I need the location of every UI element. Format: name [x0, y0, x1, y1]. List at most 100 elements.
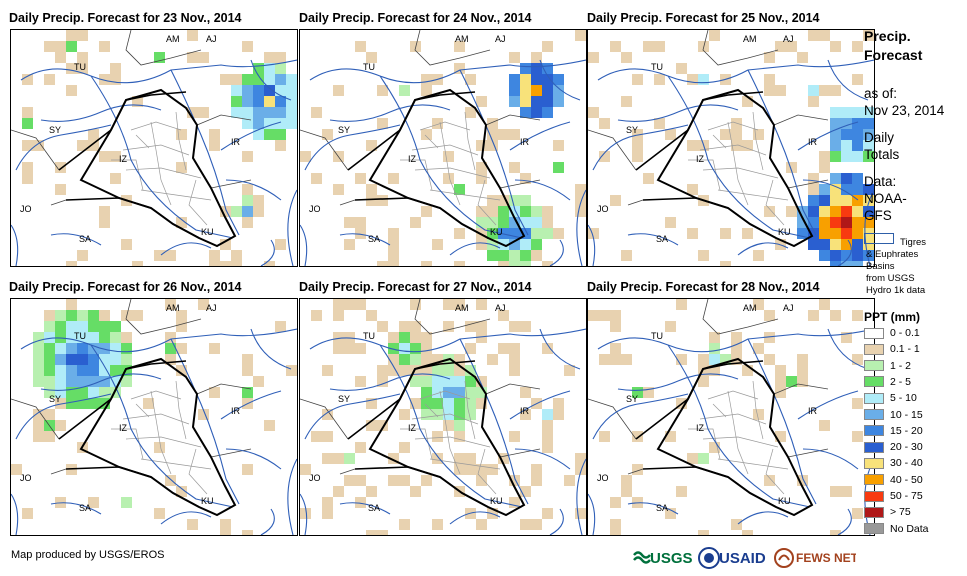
precip-cell: [687, 140, 698, 151]
precip-cell: [366, 530, 377, 535]
precip-cell: [432, 519, 443, 530]
precip-cell: [553, 85, 564, 96]
precip-cell: [476, 217, 487, 228]
precip-cell: [852, 261, 863, 266]
fews-net-logo-text: FEWS NET: [796, 551, 856, 565]
precip-cell: [764, 206, 775, 217]
precip-cell: [66, 299, 77, 310]
map-label-aj: AJ: [783, 34, 794, 44]
precip-cell: [333, 85, 344, 96]
precip-cell: [520, 74, 531, 85]
precip-cell: [476, 464, 487, 475]
river-basin-line: [379, 75, 523, 239]
precip-cell: [698, 453, 709, 464]
precip-cell: [542, 228, 553, 239]
province-border: [188, 179, 208, 226]
precip-cell: [388, 228, 399, 239]
map-label-ku: KU: [201, 227, 214, 237]
river-basin-line: [597, 328, 874, 353]
precip-cell: [632, 74, 643, 85]
river-basin-line: [617, 104, 739, 122]
river-basin-line: [802, 179, 859, 201]
usgs-logo: USGS: [633, 546, 695, 570]
precip-cell: [498, 453, 509, 464]
precip-cell: [520, 85, 531, 96]
country-border: [339, 468, 356, 475]
precip-cell: [264, 63, 275, 74]
precip-cell: [286, 118, 297, 129]
precip-cell: [819, 162, 830, 173]
precip-cell: [509, 343, 520, 354]
province-border: [707, 121, 759, 131]
precip-cell: [841, 195, 852, 206]
river-basin-line: [576, 458, 586, 535]
precip-cell: [165, 299, 176, 310]
precip-cell: [388, 261, 399, 266]
precip-cell: [286, 74, 297, 85]
precip-cell: [99, 332, 110, 343]
precip-cell: [454, 398, 465, 409]
precip-cell: [454, 453, 465, 464]
precip-cell: [720, 228, 731, 239]
precip-cell: [99, 376, 110, 387]
precip-cell: [443, 420, 454, 431]
map-label-ir: IR: [808, 406, 818, 416]
map-label-sy: SY: [626, 125, 638, 135]
legend-label: 0 - 0.1: [890, 327, 920, 339]
province-border: [707, 390, 759, 400]
precip-cell: [77, 52, 88, 63]
precip-cell: [388, 250, 399, 261]
legend-label: 50 - 75: [890, 490, 923, 502]
precip-cell: [610, 343, 621, 354]
country-border: [414, 299, 491, 335]
precip-cell: [808, 239, 819, 250]
precip-cell: [443, 365, 454, 376]
province-border: [160, 448, 172, 475]
river-basin-line: [304, 393, 401, 440]
river-basin-line: [260, 508, 275, 535]
precip-cell: [410, 365, 421, 376]
legend-label: 1 - 2: [890, 359, 912, 372]
precip-cell: [852, 354, 863, 365]
precip-cell: [333, 184, 344, 195]
precip-cell: [498, 129, 509, 140]
precip-cell: [399, 85, 410, 96]
precip-cell: [377, 420, 388, 431]
precip-cell: [808, 206, 819, 217]
precip-cell: [388, 475, 399, 486]
precip-cell: [542, 96, 553, 107]
precip-cell: [819, 420, 830, 431]
precip-cell: [575, 508, 586, 519]
precip-cell: [632, 464, 643, 475]
precip-cell: [819, 85, 830, 96]
precip-cell: [77, 250, 88, 261]
precip-cell: [786, 162, 797, 173]
precip-cell: [132, 310, 143, 321]
precip-cell: [421, 261, 432, 266]
precip-cell: [220, 239, 231, 250]
river-basin-line: [802, 448, 859, 470]
precip-cell: [110, 173, 121, 184]
precip-cell: [498, 206, 509, 217]
legend-label: 2 - 5: [890, 375, 912, 388]
precip-cell: [99, 321, 110, 332]
country-border: [210, 179, 252, 189]
precip-cell: [852, 195, 863, 206]
precip-cell: [220, 261, 231, 266]
precip-cell: [476, 299, 487, 310]
precip-cell: [333, 343, 344, 354]
province-border: [712, 403, 727, 418]
precip-cell: [786, 206, 797, 217]
province-border: [400, 159, 433, 191]
river-basin-line: [459, 69, 529, 236]
precip-cell: [465, 409, 476, 420]
precip-cell: [99, 354, 110, 365]
precip-cell: [476, 239, 487, 250]
precip-grid: [11, 299, 297, 535]
precip-cell: [610, 497, 621, 508]
province-border: [464, 380, 476, 440]
precip-cell: [808, 85, 819, 96]
precip-cell: [275, 63, 286, 74]
precip-cell: [509, 321, 520, 332]
precip-cell: [231, 250, 242, 261]
